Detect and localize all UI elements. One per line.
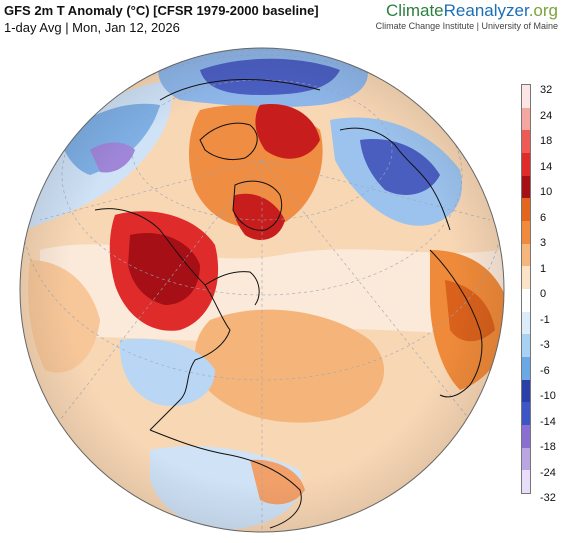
- legend-segment: [522, 85, 530, 109]
- legend-segment: [522, 425, 530, 449]
- legend-tick-label: 14: [540, 160, 553, 173]
- brand-logo-text[interactable]: ClimateReanalyzer.org: [386, 1, 558, 20]
- legend-tick-label: 3: [540, 237, 547, 249]
- legend-tick-label: 6: [540, 211, 547, 224]
- legend-tick-label: 10: [540, 186, 553, 198]
- legend-segment: [522, 402, 530, 426]
- chart-title: GFS 2m T Anomaly (°C) [CFSR 1979-2000 ba…: [4, 3, 319, 18]
- legend-tick-label: 24: [540, 109, 553, 122]
- legend-tick-label: 0: [540, 288, 547, 300]
- legend-segment: [522, 470, 530, 494]
- legend-segment: [522, 107, 530, 131]
- legend-tick-label: -3: [540, 339, 550, 351]
- color-legend: 32 24 18 14 10 6 3 1 0 -1 -3 -6 -10 -14 -18 -24 -32: [518, 84, 560, 504]
- chart-subtitle: 1-day Avg | Mon, Jan 12, 2026: [4, 20, 180, 35]
- brand-block: ClimateReanalyzer.org Climate Change Ins…: [376, 1, 558, 31]
- globe-outline: [19, 47, 505, 533]
- legend-segment: [522, 243, 530, 267]
- legend-tick-label: 18: [540, 135, 553, 147]
- legend-tick-label: 32: [540, 84, 553, 96]
- legend-tick-label: 1: [540, 262, 547, 275]
- legend-segment: [522, 447, 530, 471]
- brand-affiliation: Climate Change Institute | University of…: [375, 21, 558, 31]
- legend-segment: [522, 175, 530, 199]
- legend-tick-label: -6: [540, 364, 550, 377]
- legend-tick-label: -10: [540, 390, 556, 402]
- legend-segment: [522, 289, 530, 313]
- legend-segment: [522, 266, 530, 290]
- legend-segment: [522, 221, 530, 245]
- legend-segment: [522, 198, 530, 222]
- legend-colorbar: [521, 84, 531, 494]
- legend-tick-label: -24: [540, 466, 556, 479]
- legend-tick-label: -18: [540, 441, 556, 453]
- legend-segment: [522, 357, 530, 381]
- legend-segment: [522, 153, 530, 177]
- legend-segment: [522, 130, 530, 154]
- legend-segment: [522, 334, 530, 358]
- legend-segment: [522, 311, 530, 335]
- legend-tick-label: -32: [540, 492, 556, 504]
- legend-tick-label: -14: [540, 415, 556, 428]
- legend-segment: [522, 379, 530, 403]
- legend-tick-label: -1: [540, 313, 550, 326]
